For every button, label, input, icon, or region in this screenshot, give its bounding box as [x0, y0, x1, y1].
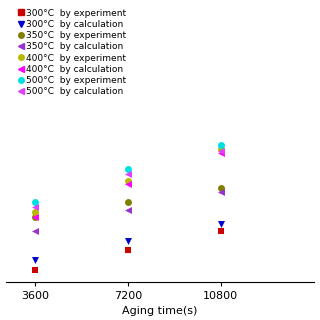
Point — [218, 185, 223, 190]
Point — [218, 151, 223, 156]
Point — [32, 257, 37, 262]
Point — [218, 142, 223, 147]
Point — [32, 204, 37, 209]
Point — [32, 214, 37, 220]
Point — [125, 207, 130, 212]
Point — [125, 178, 130, 183]
Point — [32, 210, 37, 215]
Point — [125, 239, 130, 244]
Legend: 300°C  by experiment, 300°C  by calculation, 350°C  by experiment, 350°C  by cal: 300°C by experiment, 300°C by calculatio… — [17, 8, 127, 97]
Point — [218, 190, 223, 195]
Point — [218, 221, 223, 227]
Point — [32, 228, 37, 234]
Point — [218, 228, 223, 234]
Point — [125, 171, 130, 176]
X-axis label: Aging time(s): Aging time(s) — [122, 306, 198, 316]
Point — [125, 181, 130, 186]
Point — [125, 200, 130, 205]
Point — [32, 214, 37, 220]
Point — [218, 147, 223, 152]
Point — [218, 148, 223, 153]
Point — [125, 167, 130, 172]
Point — [125, 247, 130, 252]
Point — [32, 200, 37, 205]
Point — [32, 268, 37, 273]
